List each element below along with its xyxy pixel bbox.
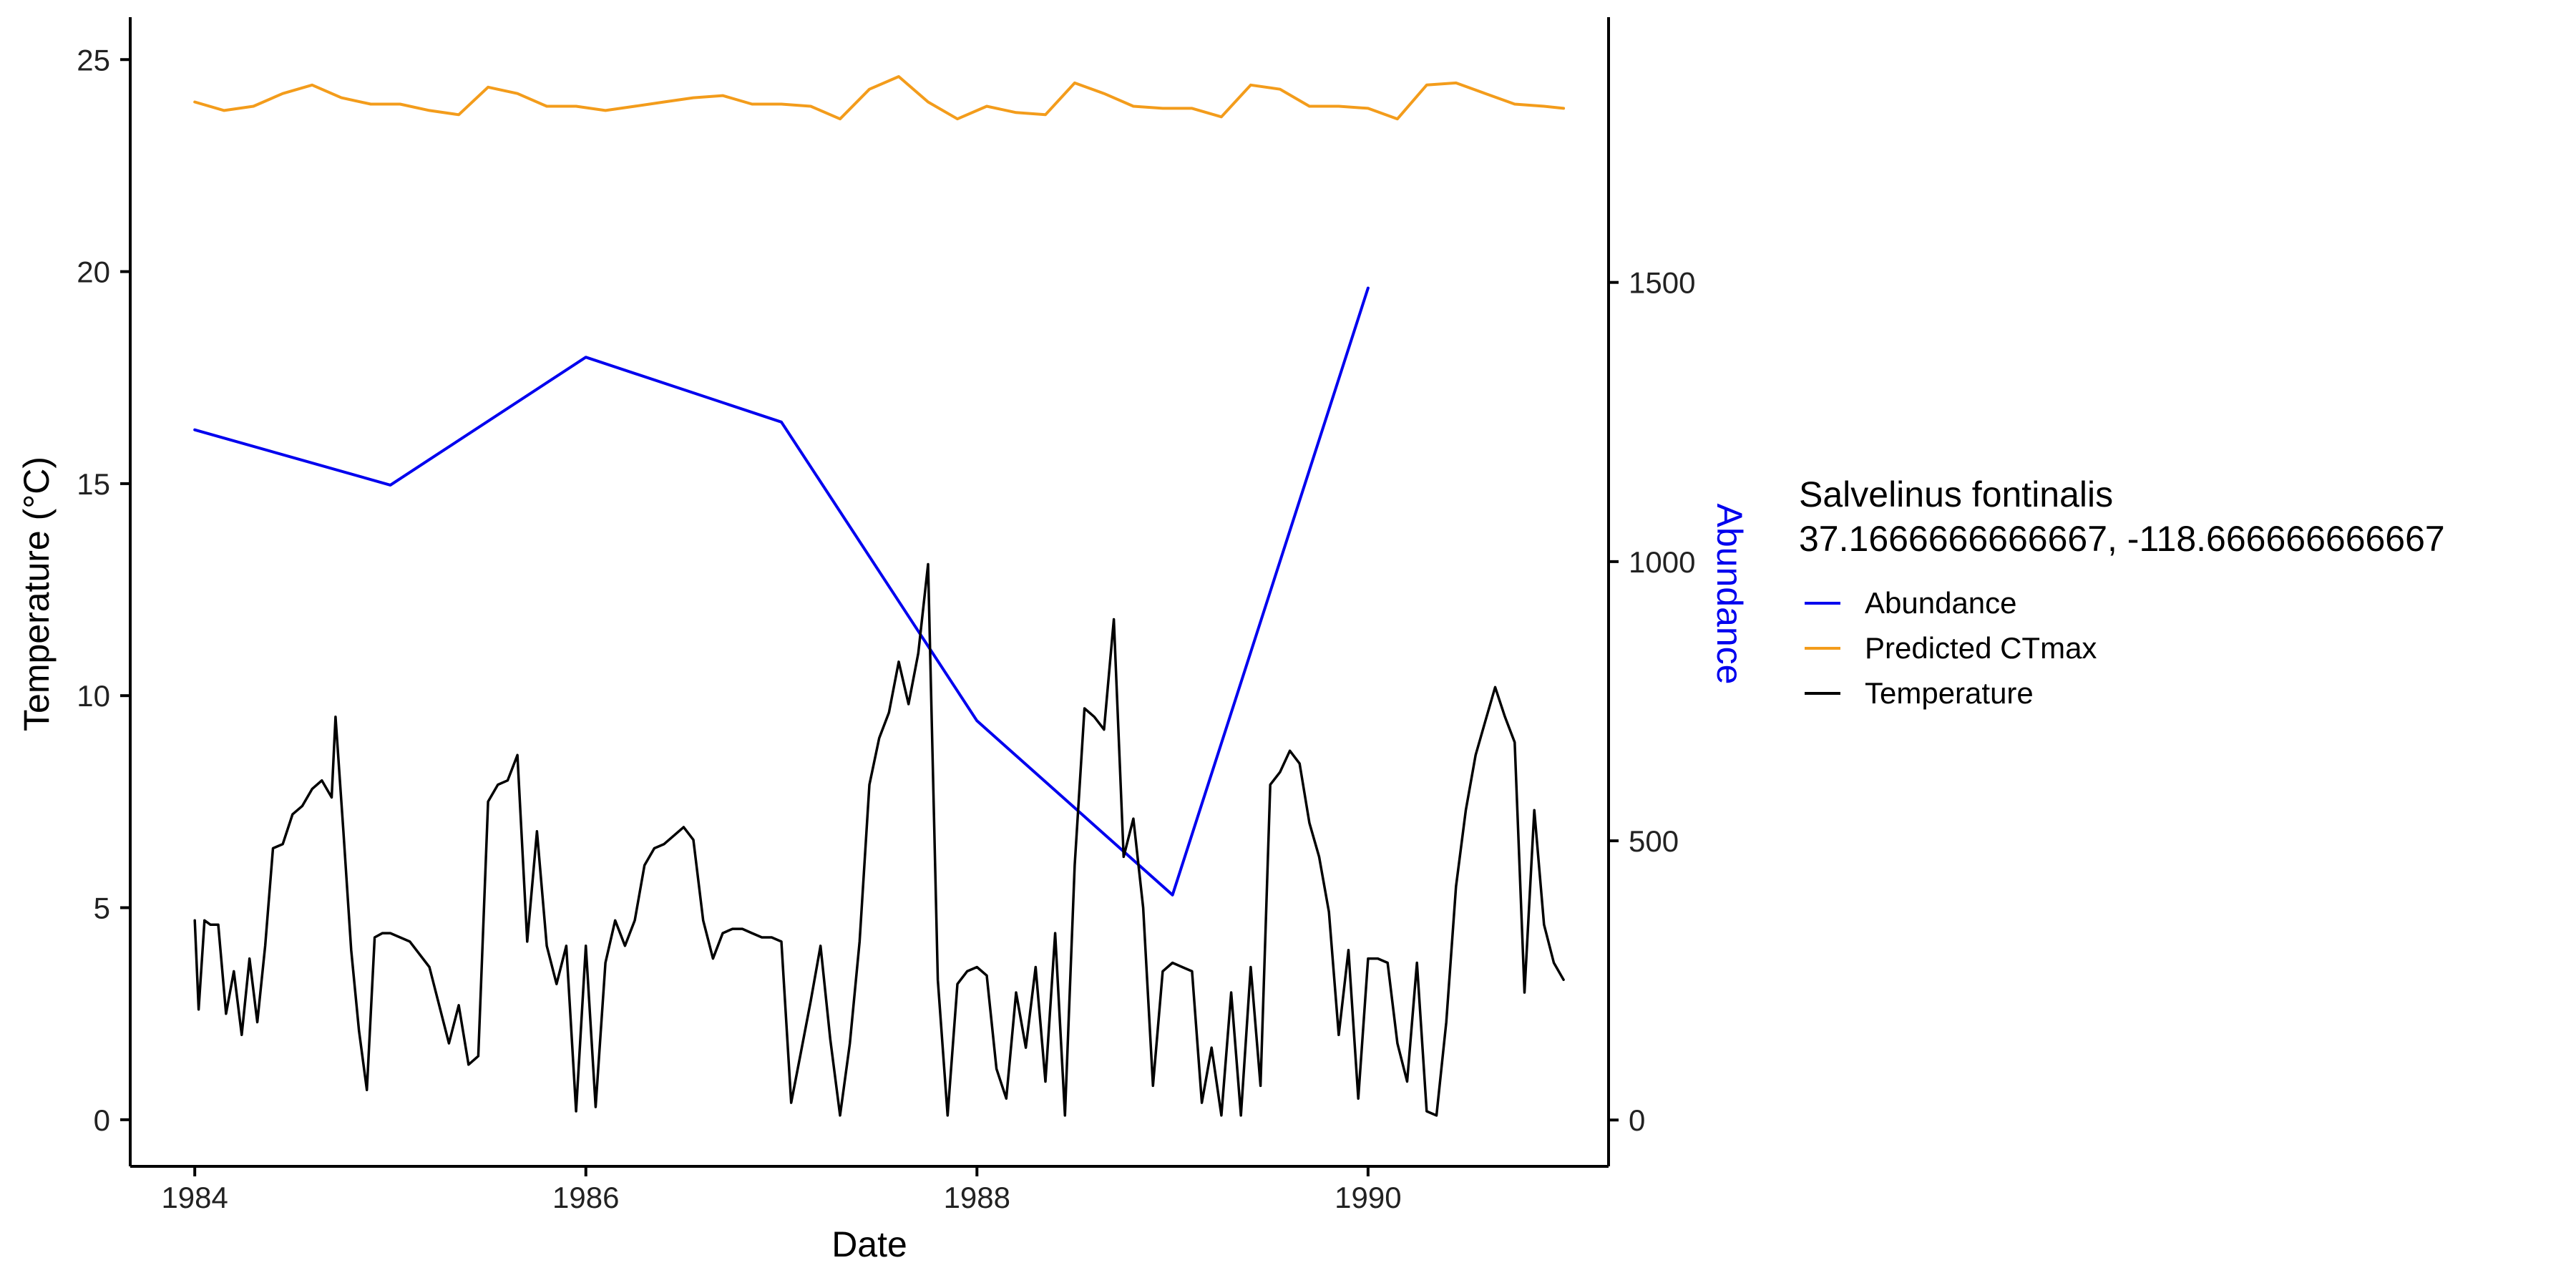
y-axis-right-title: Abundance — [1709, 503, 1750, 684]
legend-label-abundance: Abundance — [1865, 586, 2017, 620]
legend-title-line-1: Salvelinus fontinalis — [1799, 474, 2113, 514]
legend-label-predicted-ctmax: Predicted CTmax — [1865, 631, 2097, 665]
legend-title-line-2: 37.1666666666667, -118.666666666667 — [1799, 519, 2445, 559]
y2-tick-label-1500: 1500 — [1629, 266, 1695, 300]
y2-tick-label-500: 500 — [1629, 824, 1679, 858]
y-tick-label-20: 20 — [77, 255, 110, 289]
y-right-ticks: 0 500 1000 1500 — [1609, 266, 1695, 1137]
plot-area: 1984 1986 1988 1990 0 5 10 15 20 25 0 500 1000 1500 — [77, 17, 1695, 1214]
y2-tick-label-1000: 1000 — [1629, 545, 1695, 579]
x-tick-label-1988: 1988 — [944, 1181, 1010, 1214]
y-tick-label-25: 25 — [77, 43, 110, 77]
series-line-abundance — [193, 286, 1370, 897]
x-axis-title: Date — [831, 1224, 907, 1264]
legend: Salvelinus fontinalis 37.1666666666667, … — [1799, 474, 2445, 710]
x-tick-label-1990: 1990 — [1335, 1181, 1401, 1214]
y2-tick-label-0: 0 — [1629, 1103, 1645, 1137]
legend-item-predicted-ctmax: Predicted CTmax — [1805, 631, 2097, 665]
y-tick-label-5: 5 — [94, 892, 110, 925]
y-axis-title: Temperature (°C) — [16, 457, 57, 731]
y-tick-label-10: 10 — [77, 679, 110, 713]
series-line-predicted-ctmax — [193, 75, 1566, 121]
legend-label-temperature: Temperature — [1865, 676, 2034, 710]
x-tick-label-1986: 1986 — [552, 1181, 619, 1214]
y-left-ticks: 0 5 10 15 20 25 — [77, 43, 130, 1137]
x-tick-label-1984: 1984 — [161, 1181, 228, 1214]
legend-item-temperature: Temperature — [1805, 676, 2034, 710]
y-tick-label-15: 15 — [77, 467, 110, 501]
x-ticks: 1984 1986 1988 1990 — [161, 1166, 1402, 1214]
legend-item-abundance: Abundance — [1805, 586, 2017, 620]
y-tick-label-0: 0 — [94, 1103, 110, 1137]
series-line-temperature — [193, 562, 1565, 1117]
series-layer — [193, 75, 1566, 1117]
